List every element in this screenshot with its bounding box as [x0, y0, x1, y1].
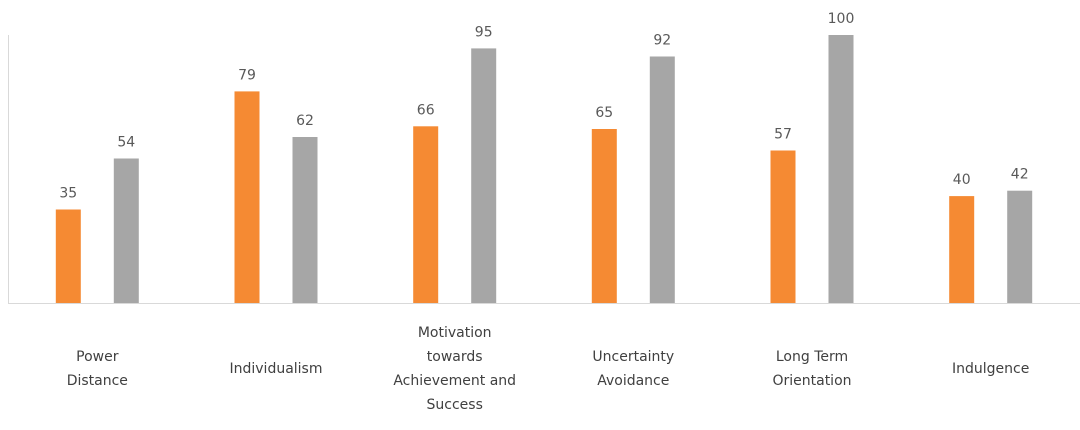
- bar-series-1-cat-3: [413, 126, 439, 304]
- data-label-series-1-cat-3: 66: [417, 102, 435, 118]
- bar-series-1-cat-6: [949, 196, 975, 304]
- bar-series-2-cat-6: [1007, 190, 1033, 304]
- bar-series-2-cat-1: [113, 158, 139, 304]
- bar-series-1-cat-1: [55, 209, 81, 304]
- data-label-series-2-cat-5: 100: [828, 11, 855, 27]
- data-label-series-2-cat-4: 92: [653, 33, 671, 49]
- bar-series-2-cat-5: [828, 35, 854, 304]
- category-label-4: Uncertainty Avoidance: [592, 349, 674, 389]
- category-label-6: Indulgence: [952, 361, 1029, 377]
- data-label-series-1-cat-4: 65: [595, 105, 613, 121]
- data-label-series-1-cat-1: 35: [59, 186, 77, 202]
- data-label-series-1-cat-5: 57: [774, 127, 792, 143]
- data-label-series-2-cat-3: 95: [475, 24, 493, 40]
- axes-group: [8, 35, 1080, 304]
- category-label-5: Long Term Orientation: [772, 349, 851, 389]
- bar-series-1-cat-2: [234, 91, 260, 304]
- data-label-series-1-cat-2: 79: [238, 67, 256, 83]
- data-label-series-2-cat-2: 62: [296, 113, 314, 129]
- value-labels-group: 35 54 79 62 66 95 65 92 57 100 40 42: [59, 11, 1028, 202]
- bar-series-1-cat-5: [770, 150, 796, 304]
- data-label-series-2-cat-6: 42: [1011, 167, 1029, 183]
- data-label-series-2-cat-1: 54: [117, 135, 135, 151]
- bar-series-1-cat-4: [591, 129, 617, 304]
- bar-series-2-cat-3: [471, 48, 497, 304]
- bar-series-2-cat-2: [292, 137, 318, 304]
- data-label-series-1-cat-6: 40: [953, 172, 971, 188]
- category-label-1: Power Distance: [67, 349, 128, 389]
- category-label-2: Individualism: [229, 361, 322, 377]
- category-labels-group: Power Distance Individualism Motivation towa…: [67, 325, 1030, 413]
- bars-group: [55, 35, 1033, 304]
- bar-series-2-cat-4: [649, 56, 675, 304]
- category-label-3: Motivation towards Achievement and Success: [393, 325, 516, 413]
